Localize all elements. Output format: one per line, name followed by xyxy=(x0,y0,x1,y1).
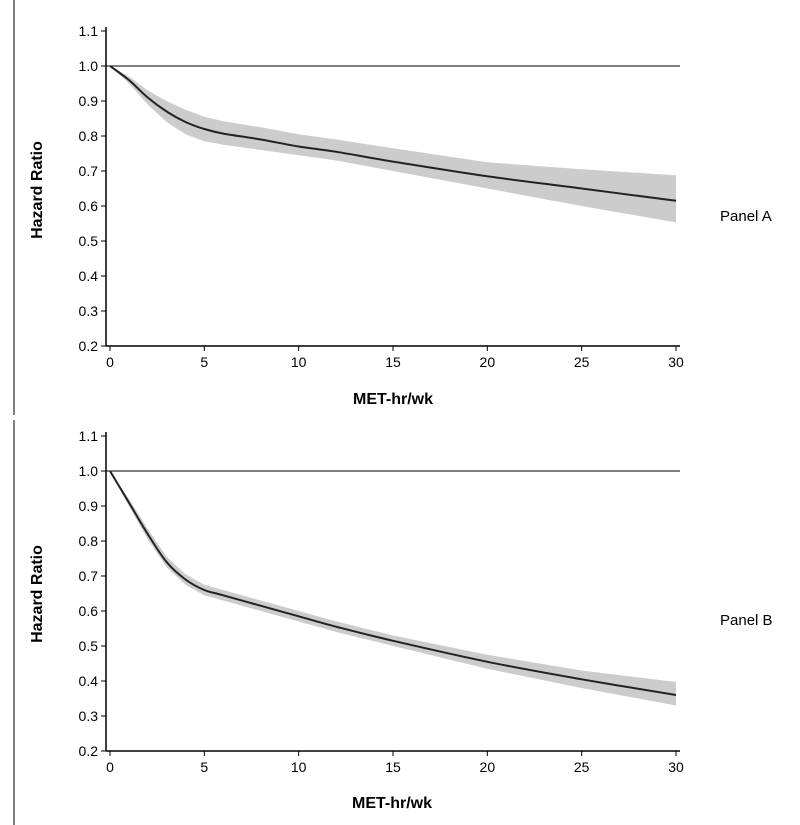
x-tick-label: 0 xyxy=(106,759,114,775)
x-tick-label: 5 xyxy=(200,759,208,775)
y-tick-label: 0.9 xyxy=(79,93,99,109)
x-tick-label: 15 xyxy=(385,354,401,370)
x-axis-title: MET-hr/wk xyxy=(352,795,432,812)
x-tick-label: 0 xyxy=(106,354,114,370)
y-tick-label: 1.1 xyxy=(79,23,99,39)
x-tick-label: 20 xyxy=(480,354,496,370)
panel-b: Hazard Ratio MET-hr/wk Panel B 0.2 0.3 0.4… xyxy=(29,428,773,812)
y-tick-label: 0.6 xyxy=(79,603,99,619)
y-tick-label: 0.2 xyxy=(79,743,99,759)
y-tick-label: 0.3 xyxy=(79,708,99,724)
hazard-ratio-line xyxy=(109,470,677,696)
x-tick-label: 10 xyxy=(291,354,307,370)
y-tick-label: 0.7 xyxy=(79,163,99,179)
x-tick-label: 30 xyxy=(668,354,684,370)
y-tick-label: 1.1 xyxy=(79,428,99,444)
y-tick-label: 0.5 xyxy=(79,233,99,249)
y-tick-label: 1.0 xyxy=(79,58,99,74)
y-tick-label: 1.0 xyxy=(79,463,99,479)
x-tick-label: 20 xyxy=(480,759,496,775)
y-tick-label: 0.9 xyxy=(79,498,99,514)
y-tick-label: 0.4 xyxy=(79,673,99,689)
panel-a: Hazard Ratio MET-hr/wk Panel A 0.2 0.3 0.4… xyxy=(29,23,772,408)
x-tick-label: 30 xyxy=(668,759,684,775)
panel-label: Panel B xyxy=(720,612,773,629)
x-tick-label: 5 xyxy=(200,354,208,370)
x-tick-label: 10 xyxy=(291,759,307,775)
x-axis-title: MET-hr/wk xyxy=(353,391,433,408)
y-axis-title: Hazard Ratio xyxy=(29,545,46,643)
x-tick-label: 25 xyxy=(574,354,590,370)
confidence-band xyxy=(110,66,676,223)
y-tick-label: 0.8 xyxy=(79,533,99,549)
x-tick-label: 15 xyxy=(385,759,401,775)
y-tick-label: 0.2 xyxy=(79,338,99,354)
y-axis-title: Hazard Ratio xyxy=(29,141,46,239)
x-tick-label: 25 xyxy=(574,759,590,775)
y-tick-label: 0.6 xyxy=(79,198,99,214)
confidence-band xyxy=(110,471,676,706)
hazard-ratio-line xyxy=(109,65,677,202)
y-tick-label: 0.5 xyxy=(79,638,99,654)
y-tick-label: 0.4 xyxy=(79,268,99,284)
y-tick-label: 0.7 xyxy=(79,568,99,584)
y-tick-label: 0.3 xyxy=(79,303,99,319)
panel-label: Panel A xyxy=(720,208,772,225)
y-tick-label: 0.8 xyxy=(79,128,99,144)
